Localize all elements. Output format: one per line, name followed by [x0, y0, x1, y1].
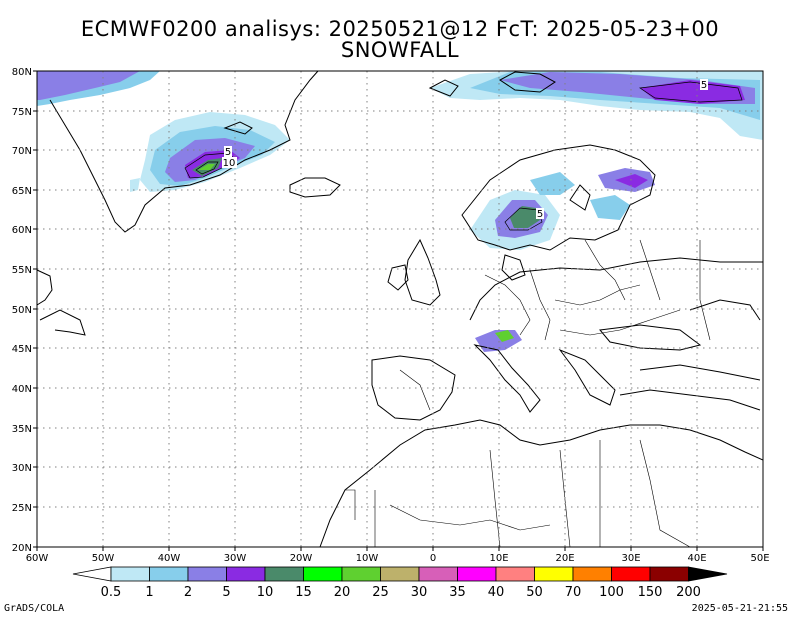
gridlines: [37, 71, 763, 547]
lon-label: 10W: [356, 553, 379, 564]
lon-label: 50W: [92, 553, 115, 564]
lon-label: 30E: [621, 553, 640, 564]
contour-labels: 5 10 5 5: [222, 79, 708, 220]
lon-label: 50E: [750, 553, 769, 564]
colorbar-cell: [418, 566, 458, 582]
colorbar-label: 10: [257, 585, 274, 600]
map-title: ECMWF0200 analisys: 20250521@12 FcT: 202…: [80, 17, 720, 41]
lat-label: 65N: [12, 186, 32, 197]
latitude-labels: 80N 75N 70N 65N 60N 55N 50N 45N 40N 35N …: [12, 67, 32, 554]
lon-label: 20W: [290, 553, 313, 564]
lat-label: 75N: [12, 107, 32, 118]
lon-label: 10E: [489, 553, 508, 564]
colorbar-label: 70: [565, 585, 582, 600]
colorbar-cell: [495, 566, 535, 582]
colorbar-cell: [649, 566, 689, 582]
colorbar-arrow-low: [72, 566, 112, 582]
colorbar-arrow-high: [688, 566, 728, 582]
colorbar-cell: [264, 566, 304, 582]
colorbar-cell: [572, 566, 612, 582]
lat-label: 40N: [12, 384, 32, 395]
lon-label: 0: [430, 553, 436, 564]
lat-label: 25N: [12, 503, 32, 514]
colorbar-label: 15: [295, 585, 312, 600]
contour-label: 5: [537, 209, 543, 220]
lat-label: 55N: [12, 265, 32, 276]
lon-label: 30W: [224, 553, 247, 564]
footer-timestamp: 2025-05-21-21:55: [691, 603, 788, 614]
lat-label: 60N: [12, 225, 32, 236]
colorbar-cell: [380, 566, 420, 582]
contour-label: 5: [225, 147, 231, 158]
lat-label: 80N: [12, 67, 32, 78]
coastlines: [36, 70, 764, 548]
colorbar-cell: [149, 566, 189, 582]
snow-arctic: [430, 71, 763, 140]
colorbar-label: 100: [599, 585, 624, 600]
colorbar-cell: [534, 566, 574, 582]
colorbar-label: 1: [145, 585, 153, 600]
colorbar-label: 35: [449, 585, 466, 600]
colorbar: [72, 566, 728, 582]
colorbar-cell: [187, 566, 227, 582]
colorbar-label: 5: [222, 585, 230, 600]
colorbar-cell: [303, 566, 343, 582]
longitude-labels: 60W 50W 40W 30W 20W 10W 0 10E 20E 30E 40…: [26, 553, 770, 564]
lat-label: 20N: [12, 543, 32, 554]
colorbar-labels: 0.5 1 2 5 10 15 20 25 30 35 40 50 70 100 150 200: [101, 585, 701, 600]
colorbar-label: 50: [526, 585, 543, 600]
colorbar-cell: [226, 566, 266, 582]
footer-credit: GrADS/COLA: [4, 603, 65, 614]
colorbar-label: 40: [488, 585, 505, 600]
map-subtitle: SNOWFALL: [340, 38, 460, 62]
colorbar-cell: [611, 566, 651, 582]
colorbar-label: 2: [184, 585, 192, 600]
country-borders: [345, 239, 711, 548]
contour-label: 10: [223, 158, 236, 169]
colorbar-label: 150: [638, 585, 663, 600]
lat-label: 35N: [12, 424, 32, 435]
colorbar-label: 30: [411, 585, 428, 600]
lat-label: 45N: [12, 344, 32, 355]
lat-label: 70N: [12, 146, 32, 157]
contour-label: 5: [701, 80, 707, 91]
lon-label: 40W: [158, 553, 181, 564]
lon-label: 20E: [555, 553, 574, 564]
colorbar-cell: [110, 566, 150, 582]
colorbar-label: 0.5: [101, 585, 122, 600]
tick-marks: [33, 70, 764, 551]
colorbar-label: 25: [372, 585, 389, 600]
lat-label: 30N: [12, 463, 32, 474]
colorbar-label: 20: [334, 585, 351, 600]
colorbar-cell: [457, 566, 497, 582]
colorbar-label: 200: [676, 585, 701, 600]
colorbar-cell: [341, 566, 381, 582]
lat-label: 50N: [12, 305, 32, 316]
lon-label: 60W: [26, 553, 49, 564]
snow-scandinavia: [470, 168, 655, 352]
lon-label: 40E: [687, 553, 706, 564]
